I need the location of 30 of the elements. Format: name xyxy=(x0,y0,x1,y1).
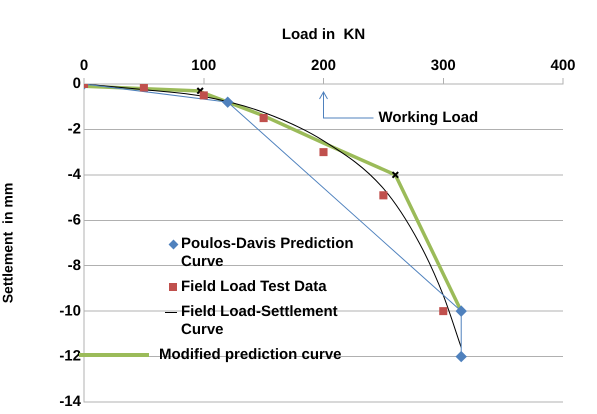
point xyxy=(260,114,268,122)
x-tick-label: 300 xyxy=(430,57,456,74)
x-tick-label: 100 xyxy=(191,57,216,74)
point xyxy=(319,148,328,156)
point xyxy=(456,306,467,317)
x-tick-label: 400 xyxy=(550,57,576,74)
point xyxy=(456,351,467,362)
point xyxy=(222,96,234,108)
x-tick-label: 200 xyxy=(310,57,336,74)
legend-label: Modified prediction curve xyxy=(159,346,342,364)
point xyxy=(439,307,448,316)
y-tick-label: -2 xyxy=(68,120,81,138)
point xyxy=(196,86,204,95)
y-tick-label: -12 xyxy=(59,348,81,365)
y-tick-label: -14 xyxy=(59,393,82,410)
legend-label: Poulos-Davis Prediction Curve xyxy=(181,235,355,271)
legend-label: Field Load Test Data xyxy=(181,278,327,296)
x-axis-title: Load in KN xyxy=(282,26,366,44)
point xyxy=(379,191,388,200)
y-tick-label: -8 xyxy=(68,256,81,274)
y-tick-label: 0 xyxy=(72,75,81,92)
point xyxy=(200,91,208,100)
y-tick-label: -4 xyxy=(68,166,82,183)
y-tick-label: -10 xyxy=(59,302,81,320)
y-tick-label: -6 xyxy=(68,211,81,228)
point xyxy=(140,84,148,92)
y-axis-title: Settlement in mm xyxy=(0,182,16,304)
legend-label: Field Load-Settlement Curve xyxy=(181,303,339,339)
annotation: Working Load xyxy=(378,109,478,126)
point xyxy=(392,171,400,179)
